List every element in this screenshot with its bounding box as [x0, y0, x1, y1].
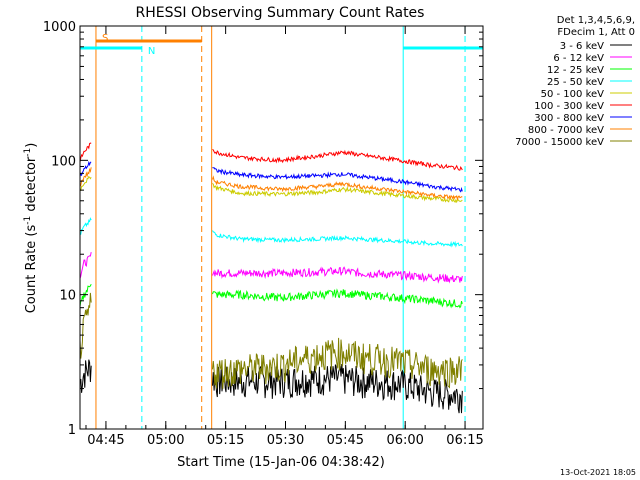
legend-item-label-6: 300 - 800 keV — [534, 113, 604, 124]
timestamp: 13-Oct-2021 18:05 — [560, 468, 636, 477]
series-line-1 — [79, 251, 463, 284]
x-tick-label: 05:15 — [207, 433, 244, 448]
y-axis-label-end: ) — [24, 143, 39, 148]
x-tick-label: 06:00 — [386, 433, 423, 448]
series-line-0 — [79, 359, 463, 414]
legend-item-label-8: 7000 - 15000 keV — [515, 137, 604, 148]
legend-item-label-4: 50 - 100 keV — [541, 89, 605, 100]
y-tick-label: 100 — [51, 154, 76, 169]
legend-item-label-2: 12 - 25 keV — [547, 65, 604, 76]
series-line-4 — [79, 175, 463, 204]
series-line-7 — [79, 167, 463, 200]
x-axis-label: Start Time (15-Jan-06 04:38:42) — [177, 455, 385, 470]
x-tick-label: 04:45 — [87, 433, 124, 448]
legend-item-label-0: 3 - 6 keV — [560, 41, 604, 52]
series-line-5 — [79, 142, 463, 171]
y-axis-label-sup1: -1 — [23, 216, 33, 225]
series-line-8 — [79, 292, 463, 389]
series-line-6 — [79, 160, 463, 193]
legend: Det 1,3,4,5,6,9,FDecim 1, Att 0 3 - 6 keV… — [515, 15, 635, 148]
x-tick-label: 05:45 — [327, 433, 364, 448]
legend-item-label-3: 25 - 50 keV — [547, 77, 604, 88]
x-tick-label: 05:00 — [147, 433, 184, 448]
x-tick-label: 06:15 — [446, 433, 483, 448]
legend-header-line-0: Det 1,3,4,5,6,9, — [557, 15, 635, 26]
y-axis-label-sup2: -1 — [23, 148, 33, 157]
y-tick-label: 10 — [59, 289, 76, 304]
legend-item-label-7: 800 - 7000 keV — [528, 125, 604, 136]
series-line-3 — [79, 217, 463, 248]
legend-item-label-1: 6 - 12 keV — [553, 53, 604, 64]
flag-label-s: S — [102, 33, 108, 44]
x-tick-label: 05:30 — [267, 433, 304, 448]
y-axis-label: Count Rate (s-1 detector-1) — [23, 143, 39, 314]
axes: 04:45 05:00 05:15 05:30 05:45 06:00 06:15 1 10 10… — [43, 20, 484, 448]
chart-title: RHESSI Observing Summary Count Rates — [136, 5, 425, 21]
y-axis-label-main: Count Rate (s — [24, 225, 39, 314]
legend-header-line-1: FDecim 1, Att 0 — [557, 27, 635, 38]
plot-frame — [79, 25, 484, 430]
y-tick-label: 1000 — [43, 20, 76, 35]
plot-area: SN — [79, 26, 483, 429]
flag-label-n: N — [148, 46, 155, 57]
legend-item-label-5: 100 - 300 keV — [534, 101, 604, 112]
y-tick-label: 1 — [68, 423, 76, 438]
y-axis-label-mid: detector — [24, 156, 39, 216]
series-line-2 — [79, 283, 463, 309]
